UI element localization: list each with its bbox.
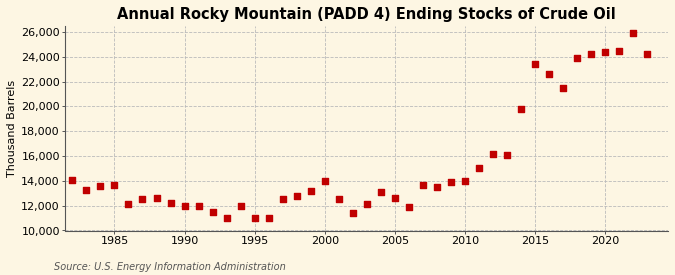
- Point: [487, 152, 498, 156]
- Point: [123, 202, 134, 207]
- Point: [431, 185, 442, 189]
- Point: [502, 153, 512, 157]
- Point: [193, 204, 204, 208]
- Point: [305, 189, 316, 193]
- Point: [263, 216, 274, 220]
- Point: [375, 190, 386, 194]
- Point: [179, 204, 190, 208]
- Point: [558, 86, 568, 90]
- Point: [333, 197, 344, 202]
- Point: [291, 194, 302, 198]
- Point: [109, 182, 120, 187]
- Point: [95, 184, 106, 188]
- Point: [277, 197, 288, 202]
- Point: [348, 211, 358, 215]
- Title: Annual Rocky Mountain (PADD 4) Ending Stocks of Crude Oil: Annual Rocky Mountain (PADD 4) Ending St…: [117, 7, 616, 22]
- Point: [642, 52, 653, 57]
- Point: [543, 72, 554, 76]
- Point: [572, 56, 583, 60]
- Point: [319, 179, 330, 183]
- Point: [446, 180, 456, 184]
- Point: [249, 216, 260, 220]
- Point: [614, 48, 624, 53]
- Point: [207, 210, 218, 214]
- Point: [460, 179, 470, 183]
- Point: [628, 31, 639, 35]
- Point: [389, 196, 400, 200]
- Point: [417, 182, 428, 187]
- Point: [151, 196, 162, 200]
- Text: Source: U.S. Energy Information Administration: Source: U.S. Energy Information Administ…: [54, 262, 286, 272]
- Point: [221, 216, 232, 220]
- Point: [473, 166, 484, 171]
- Point: [586, 52, 597, 57]
- Point: [67, 177, 78, 182]
- Point: [81, 187, 92, 192]
- Point: [137, 197, 148, 202]
- Point: [529, 62, 540, 67]
- Point: [361, 202, 372, 207]
- Point: [599, 50, 610, 54]
- Point: [516, 107, 526, 111]
- Y-axis label: Thousand Barrels: Thousand Barrels: [7, 80, 17, 177]
- Point: [165, 201, 176, 205]
- Point: [235, 204, 246, 208]
- Point: [404, 205, 414, 209]
